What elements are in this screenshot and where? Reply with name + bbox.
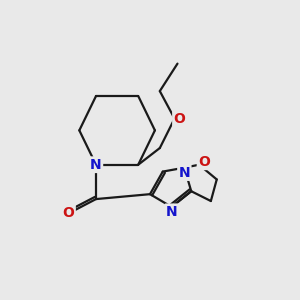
Text: N: N [178, 166, 190, 180]
Text: O: O [63, 206, 74, 220]
Text: N: N [90, 158, 102, 172]
Text: O: O [173, 112, 185, 126]
Text: N: N [166, 205, 177, 219]
Text: O: O [198, 155, 210, 169]
